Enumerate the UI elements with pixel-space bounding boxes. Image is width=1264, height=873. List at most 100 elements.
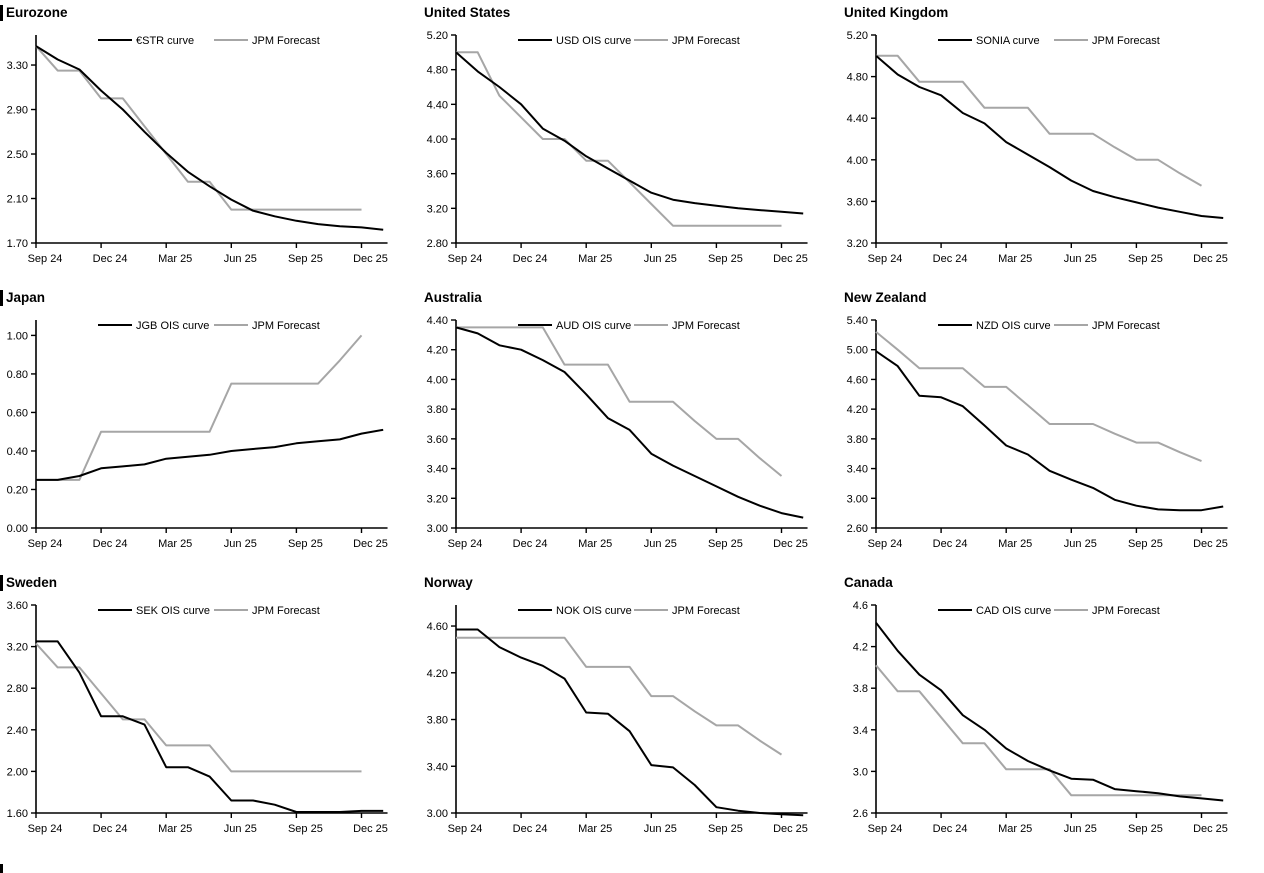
y-tick-label: 5.40 (847, 315, 868, 327)
chart-title: Eurozone (6, 5, 68, 20)
x-tick-label: Jun 25 (1064, 538, 1097, 550)
y-tick-label: 1.00 (7, 330, 28, 342)
section-marker-bar (0, 5, 3, 21)
chart-cell-new-zealand: New Zealand 2.60 3.00 3.40 3.80 4.20 4.60 5.00… (840, 285, 1264, 570)
y-tick-label: 5.20 (847, 30, 868, 42)
y-tick-label: 4.2 (853, 642, 868, 654)
x-tick-label: Jun 25 (224, 823, 257, 835)
chart-title: Sweden (6, 575, 58, 590)
legend-label-jgb-ois-curve: JGB OIS curve (136, 320, 209, 332)
section-marker-bar (0, 575, 3, 591)
series-line-jpm-forecast (36, 334, 363, 481)
y-tick-label: 3.60 (427, 169, 448, 181)
y-tick-label: 3.80 (847, 434, 868, 446)
y-tick-label: 4.40 (427, 99, 448, 111)
line-chart-eurozone: 1.70 2.10 2.50 2.90 3.30 Sep 24 Dec 24 Mar 25 Ju… (7, 35, 388, 265)
section-marker-bar-cutoff (0, 864, 3, 873)
y-tick-label: 3.30 (7, 60, 28, 72)
series-line-cad-ois-curve (875, 622, 1224, 802)
x-tick-label: Mar 25 (998, 823, 1032, 835)
y-tick-label: 2.40 (7, 725, 28, 737)
x-tick-label: Sep 24 (868, 253, 903, 265)
chart-title: Australia (424, 290, 482, 305)
line-chart-new-zealand: 2.60 3.00 3.40 3.80 4.20 4.60 5.00 5.40 Sep 24 De… (847, 315, 1228, 550)
x-tick-label: Jun 25 (224, 538, 257, 550)
y-tick-label: 2.10 (7, 194, 28, 206)
y-tick-label: 4.6 (853, 600, 868, 612)
chart-header: United Kingdom (840, 0, 1264, 23)
chart-header: Japan (0, 285, 420, 308)
x-tick-label: Mar 25 (158, 253, 192, 265)
y-tick-label: 0.60 (7, 407, 28, 419)
chart-header: Norway (420, 570, 840, 593)
y-tick-label: 4.20 (427, 668, 448, 680)
chart-header: New Zealand (840, 285, 1264, 308)
chart-cell-japan: Japan 0.00 0.20 0.40 0.60 0.80 1.00 Sep 24 Dec … (0, 285, 420, 570)
legend-label-nzd-ois-curve: NZD OIS curve (976, 320, 1051, 332)
x-tick-label: Dec 24 (93, 538, 128, 550)
line-chart-norway: 3.00 3.40 3.80 4.20 4.60 Sep 24 Dec 24 Mar 25 Ju… (427, 605, 808, 835)
series-line-jpm-forecast (456, 326, 783, 477)
x-tick-label: Dec 25 (773, 253, 808, 265)
y-tick-label: 4.60 (847, 374, 868, 386)
y-tick-label: 3.40 (427, 464, 448, 476)
y-tick-label: 3.20 (7, 642, 28, 654)
chart-title: Japan (6, 290, 46, 305)
x-tick-label: Dec 25 (353, 253, 388, 265)
x-tick-label: Jun 25 (644, 823, 677, 835)
series-line-sek-ois-curve (36, 640, 384, 813)
y-tick-label: 3.4 (853, 725, 868, 737)
legend-label-str-curve: €STR curve (136, 35, 194, 47)
chart-title: United States (424, 5, 511, 20)
legend-label-usd-ois-curve: USD OIS curve (556, 35, 631, 47)
x-tick-label: Dec 24 (513, 823, 548, 835)
x-tick-label: Jun 25 (644, 253, 677, 265)
series-line-aud-ois-curve (455, 326, 804, 519)
y-tick-label: 4.80 (427, 65, 448, 77)
line-chart-canada: 2.6 3.0 3.4 3.8 4.2 4.6 Sep 24 Dec 24 Mar 25 Jun … (853, 600, 1228, 835)
x-tick-label: Mar 25 (158, 823, 192, 835)
line-chart-japan: 0.00 0.20 0.40 0.60 0.80 1.00 Sep 24 Dec 24 Mar … (7, 320, 388, 550)
legend-label-sonia-curve: SONIA curve (976, 35, 1040, 47)
y-tick-label: 4.80 (847, 72, 868, 84)
series-line-jpm-forecast (456, 636, 783, 756)
legend-label-jpm-forecast: JPM Forecast (672, 320, 740, 332)
y-tick-label: 0.40 (7, 446, 28, 458)
x-tick-label: Dec 25 (353, 823, 388, 835)
x-tick-label: Sep 25 (288, 823, 323, 835)
series-line-nzd-ois-curve (875, 350, 1224, 512)
x-tick-label: Jun 25 (644, 538, 677, 550)
series-line-usd-ois-curve (455, 51, 804, 215)
y-tick-label: 2.60 (847, 523, 868, 535)
legend-label-aud-ois-curve: AUD OIS curve (556, 320, 631, 332)
y-tick-label: 0.00 (7, 523, 28, 535)
x-tick-label: Sep 25 (708, 823, 743, 835)
legend-label-nok-ois-curve: NOK OIS curve (556, 605, 632, 617)
series-line-jpm-forecast (35, 642, 362, 773)
y-tick-label: 3.20 (847, 238, 868, 250)
y-tick-label: 2.90 (7, 105, 28, 117)
chart-cell-united-states: United States 2.80 3.20 3.60 4.00 4.40 4.80 5.… (420, 0, 840, 285)
x-tick-label: Sep 24 (868, 823, 903, 835)
chart-header: Australia (420, 285, 840, 308)
x-tick-label: Sep 24 (28, 253, 63, 265)
x-tick-label: Mar 25 (578, 538, 612, 550)
y-tick-label: 3.60 (427, 434, 448, 446)
series-line-sonia-curve (875, 55, 1224, 219)
line-chart-united-kingdom: 3.20 3.60 4.00 4.40 4.80 5.20 Sep 24 Dec 24 Mar … (847, 30, 1228, 265)
legend-label-jpm-forecast: JPM Forecast (672, 35, 740, 47)
chart-cell-australia: Australia 3.00 3.20 3.40 3.60 3.80 4.00 4.20 4.… (420, 285, 840, 570)
y-tick-label: 3.00 (847, 493, 868, 505)
chart-cell-united-kingdom: United Kingdom 3.20 3.60 4.00 4.40 4.80 5.20 S… (840, 0, 1264, 285)
y-tick-label: 3.60 (7, 600, 28, 612)
x-tick-label: Dec 24 (933, 538, 968, 550)
y-tick-label: 4.20 (427, 345, 448, 357)
line-chart-australia: 3.00 3.20 3.40 3.60 3.80 4.00 4.20 4.40 Sep 24 De… (427, 315, 808, 550)
legend-label-jpm-forecast: JPM Forecast (252, 605, 320, 617)
line-chart-sweden: 1.60 2.00 2.40 2.80 3.20 3.60 Sep 24 Dec 24 Mar … (7, 600, 388, 835)
y-tick-label: 3.40 (847, 464, 868, 476)
x-tick-label: Sep 25 (708, 538, 743, 550)
chart-title: Canada (844, 575, 893, 590)
x-tick-label: Jun 25 (224, 253, 257, 265)
